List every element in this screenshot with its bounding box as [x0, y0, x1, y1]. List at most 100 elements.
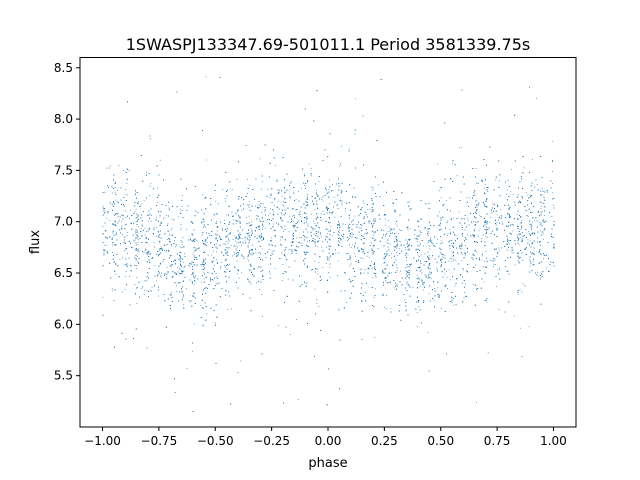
data-point — [124, 250, 125, 252]
data-point — [371, 242, 372, 244]
data-point — [272, 226, 274, 228]
data-point — [483, 187, 485, 189]
data-point — [473, 234, 474, 236]
data-point — [151, 215, 152, 216]
data-point — [289, 182, 291, 184]
data-point — [295, 252, 297, 254]
data-point — [316, 217, 318, 219]
data-point — [296, 237, 298, 239]
data-point — [541, 211, 543, 213]
data-point — [440, 266, 442, 268]
data-point — [400, 270, 401, 272]
data-point — [217, 234, 219, 236]
data-point — [202, 194, 204, 196]
data-point — [265, 257, 267, 258]
data-point — [373, 297, 375, 298]
data-point — [177, 271, 179, 273]
data-point — [416, 248, 418, 250]
data-point — [354, 255, 356, 257]
data-point — [537, 271, 539, 273]
data-point — [366, 214, 367, 215]
data-point — [293, 191, 295, 193]
data-point — [158, 295, 159, 297]
data-point — [259, 234, 261, 236]
data-point — [523, 167, 525, 169]
data-point — [147, 220, 149, 222]
data-point — [194, 264, 196, 266]
data-point — [414, 234, 415, 235]
data-point — [247, 232, 248, 234]
data-point — [236, 179, 238, 180]
data-point — [251, 254, 253, 256]
data-point — [318, 306, 320, 307]
data-point — [449, 248, 451, 250]
data-point — [438, 211, 440, 213]
data-point — [104, 244, 105, 246]
data-point — [408, 274, 410, 275]
data-point — [125, 193, 127, 195]
data-point — [519, 223, 521, 225]
data-point — [441, 254, 443, 256]
data-point — [345, 253, 347, 255]
data-point — [405, 247, 406, 248]
data-point — [369, 221, 371, 222]
data-point — [261, 211, 262, 213]
data-point — [474, 255, 475, 256]
data-point — [125, 210, 127, 212]
data-point — [484, 260, 486, 262]
data-point — [136, 287, 138, 288]
data-point — [150, 138, 151, 140]
data-point — [194, 323, 195, 325]
data-point — [541, 187, 543, 189]
data-point — [263, 236, 264, 238]
data-point — [296, 319, 297, 320]
data-point — [122, 257, 123, 259]
data-point — [396, 225, 398, 227]
data-point — [514, 315, 515, 317]
data-point — [439, 229, 441, 230]
data-point — [348, 230, 350, 232]
data-point — [115, 273, 117, 275]
data-point — [361, 268, 363, 270]
data-point — [395, 210, 397, 212]
data-point — [144, 234, 146, 236]
data-point — [496, 222, 498, 224]
data-point — [430, 278, 432, 280]
data-point — [462, 229, 463, 231]
data-point — [412, 287, 414, 288]
data-point — [532, 221, 533, 223]
data-point — [496, 227, 498, 229]
data-point — [320, 236, 322, 238]
data-point — [538, 222, 540, 223]
data-point — [292, 215, 293, 217]
data-point — [404, 299, 405, 301]
data-point — [283, 205, 285, 207]
data-point — [341, 234, 342, 236]
data-point — [395, 223, 397, 225]
data-point — [281, 196, 283, 197]
data-point — [143, 200, 145, 202]
data-point — [543, 238, 544, 240]
data-point — [486, 227, 488, 228]
data-point — [444, 273, 446, 275]
data-point — [449, 258, 451, 259]
data-point — [385, 308, 387, 310]
data-point — [179, 258, 181, 260]
data-point — [388, 226, 390, 228]
data-point — [307, 231, 308, 233]
data-point — [303, 251, 305, 253]
data-point — [475, 200, 477, 202]
data-point — [293, 193, 295, 194]
data-point — [273, 211, 275, 212]
data-point — [487, 352, 489, 354]
data-point — [288, 231, 290, 233]
data-point — [389, 243, 391, 245]
data-point — [246, 217, 248, 218]
data-point — [297, 399, 299, 400]
data-point — [307, 194, 309, 195]
data-point — [521, 227, 522, 229]
data-point — [258, 241, 260, 243]
data-point — [144, 289, 145, 291]
data-point — [288, 249, 290, 250]
data-point — [282, 264, 284, 265]
